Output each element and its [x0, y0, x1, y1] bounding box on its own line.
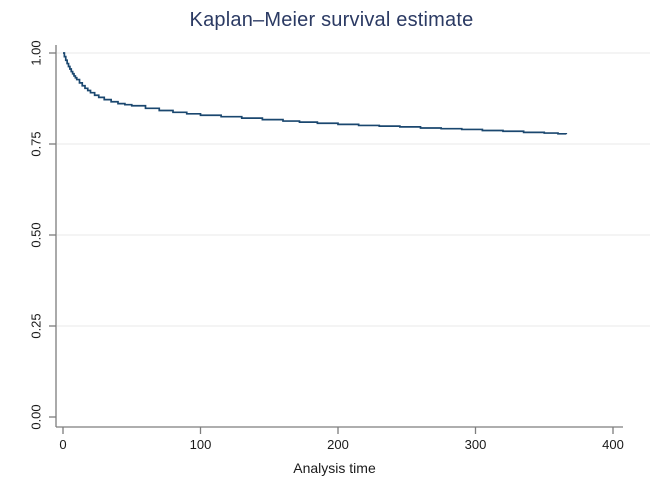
- x-tick-label-300: 300: [465, 437, 487, 452]
- y-tick-label-0.75: 0.75: [29, 131, 44, 156]
- x-tick-label-400: 400: [602, 437, 624, 452]
- x-tick-label-0: 0: [59, 437, 66, 452]
- x-tick-label-100: 100: [190, 437, 212, 452]
- y-tick-label-0.50: 0.50: [29, 222, 44, 247]
- y-tick-label-1.00: 1.00: [29, 40, 44, 65]
- x-tick-label-200: 200: [327, 437, 349, 452]
- y-tick-label-0.00: 0.00: [29, 404, 44, 429]
- chart-title: Kaplan–Meier survival estimate: [189, 9, 474, 31]
- x-axis-title: Analysis time: [293, 460, 376, 476]
- y-tick-label-0.25: 0.25: [29, 313, 44, 338]
- km-curve: [63, 52, 568, 135]
